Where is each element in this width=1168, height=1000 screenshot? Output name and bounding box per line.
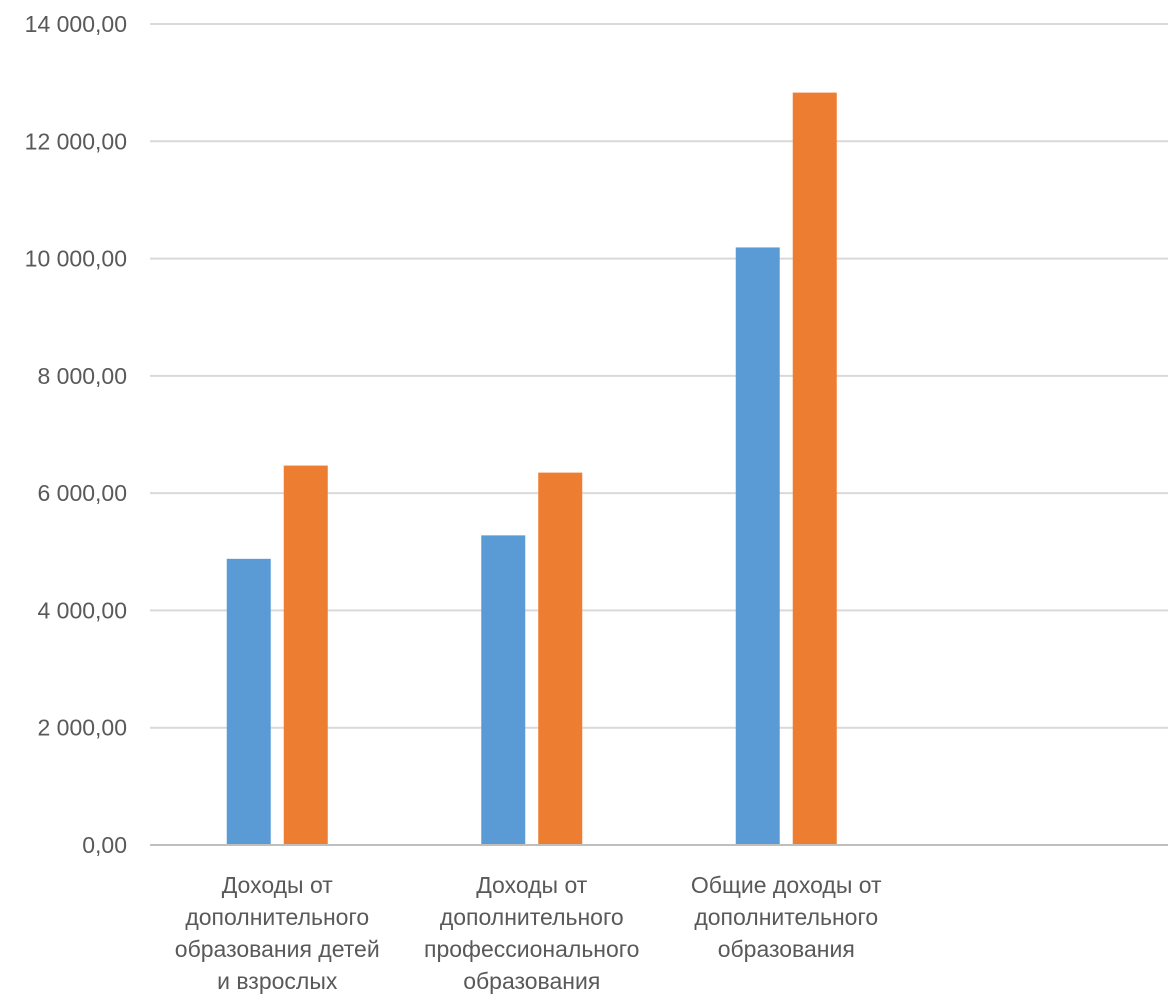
bars — [226, 92, 837, 846]
y-tick-label: 6 000,00 — [37, 480, 127, 506]
x-category-label-line: дополнительного — [185, 904, 369, 930]
bar-series-1-category-1 — [226, 558, 271, 845]
y-tick-label: 0,00 — [82, 832, 127, 858]
x-category-label-line: образования — [718, 936, 855, 962]
x-category-label-line: образования детей — [175, 936, 380, 962]
y-tick-label: 14 000,00 — [25, 11, 127, 37]
x-category-label-line: дополнительного — [694, 904, 878, 930]
bar-series-2-category-1 — [283, 465, 328, 845]
x-category-label-line: профессионального — [424, 936, 639, 962]
x-category-label-line: Общие доходы от — [691, 872, 882, 898]
y-axis-tick-labels: 0,00 2 000,00 4 000,00 6 000,00 8 000,00 10 0… — [25, 11, 127, 858]
y-tick-label: 8 000,00 — [37, 363, 127, 389]
x-category-label-line: дополнительного — [440, 904, 624, 930]
bar-series-2-category-2 — [538, 472, 583, 845]
x-category-label-line: образования — [463, 968, 600, 994]
y-tick-label: 12 000,00 — [25, 128, 127, 154]
x-axis-category-labels: Доходы от дополнительного образования дете… — [175, 872, 882, 994]
y-tick-label: 2 000,00 — [37, 715, 127, 741]
x-category-label-line: и взрослых — [217, 968, 338, 994]
x-category-label-line: Доходы от — [476, 872, 588, 898]
bar-series-1-category-3 — [735, 247, 780, 845]
y-tick-label: 4 000,00 — [37, 597, 127, 623]
y-tick-label: 10 000,00 — [25, 246, 127, 272]
bar-series-2-category-3 — [792, 92, 837, 846]
bar-series-1-category-2 — [481, 535, 526, 845]
x-category-label-line: Доходы от — [222, 872, 334, 898]
